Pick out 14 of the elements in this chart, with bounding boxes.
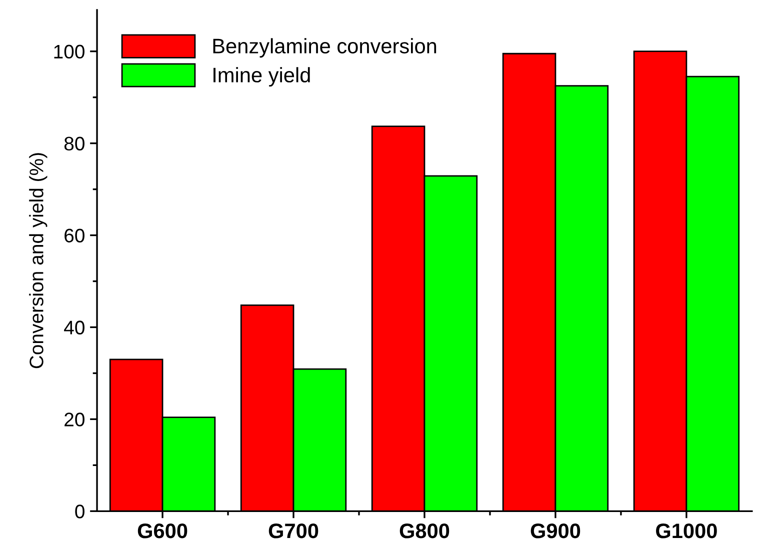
legend-label: Imine yield [214, 67, 310, 87]
y-tick-label: 0 [75, 504, 84, 518]
y-axis-title: Conversion and yield (%) [29, 153, 48, 368]
y-tick-label: 40 [64, 320, 84, 334]
y-tick-label: 80 [64, 136, 84, 151]
x-tick-label: G1000 [656, 524, 717, 538]
legend-label: Benzylamine conversion [213, 38, 436, 58]
y-tick-label: 60 [64, 228, 84, 242]
x-tick-label: G600 [138, 524, 188, 538]
x-tick-label: G800 [400, 524, 450, 538]
x-tick-label: G900 [530, 524, 580, 538]
y-tick-label: 20 [64, 412, 84, 426]
x-tick-label: G700 [268, 524, 318, 538]
y-tick-label: 100 [54, 44, 84, 59]
